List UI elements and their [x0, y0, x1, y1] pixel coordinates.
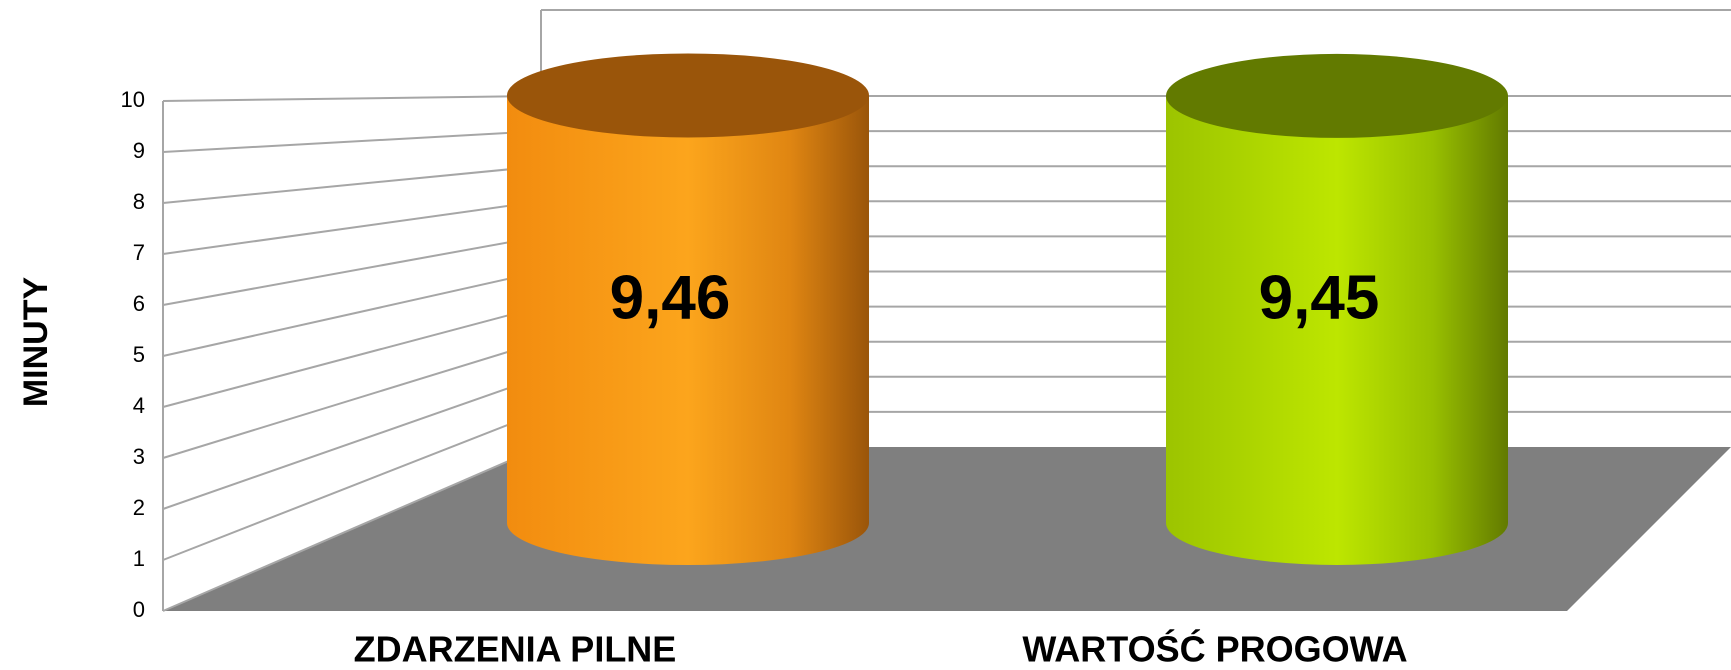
y-tick-labels: 0 1 2 3 4 5 6 7 8 9 10 — [121, 87, 145, 622]
y-axis-label: MINUTY — [17, 277, 55, 408]
y-tick-label: 4 — [133, 393, 145, 418]
bar-cylinder-top — [1166, 53, 1508, 138]
y-tick-label: 9 — [133, 138, 145, 163]
gridline-left-wall — [162, 410, 542, 561]
data-label: 9,46 — [610, 263, 731, 332]
y-tick-label: 6 — [133, 291, 145, 316]
y-tick-label: 3 — [133, 444, 145, 469]
gridline-left-wall — [162, 375, 542, 510]
bar-cylinder-body — [507, 95, 869, 566]
data-label: 9,45 — [1259, 263, 1380, 332]
gridline-left-wall — [162, 95, 542, 102]
gridline-left-wall — [162, 200, 542, 255]
y-tick-label: 8 — [133, 189, 145, 214]
gridline-left-wall — [162, 130, 542, 153]
gridline-left-wall — [162, 446, 542, 612]
y-tick-label: 0 — [133, 597, 145, 622]
bars: 9,46 9,45 — [507, 53, 1508, 566]
bar-cylinder-body — [1166, 95, 1508, 565]
y-tick-label: 2 — [133, 495, 145, 520]
category-label: WARTOŚĆ PROGOWA — [1022, 628, 1407, 670]
gridline-left-wall — [162, 270, 542, 357]
y-tick-label: 10 — [121, 87, 145, 112]
category-labels: ZDARZENIA PILNE WARTOŚĆ PROGOWA — [354, 628, 1408, 670]
gridline-left-wall — [162, 305, 542, 408]
y-tick-label: 7 — [133, 240, 145, 265]
y-tick-label: 5 — [133, 342, 145, 367]
gridline-left-wall — [162, 340, 542, 459]
y-tick-label: 1 — [133, 546, 145, 571]
gridline-left-wall — [162, 165, 542, 204]
bar-cylinder-top — [507, 53, 869, 138]
gridline-left-wall — [162, 235, 542, 306]
category-label: ZDARZENIA PILNE — [354, 629, 677, 670]
